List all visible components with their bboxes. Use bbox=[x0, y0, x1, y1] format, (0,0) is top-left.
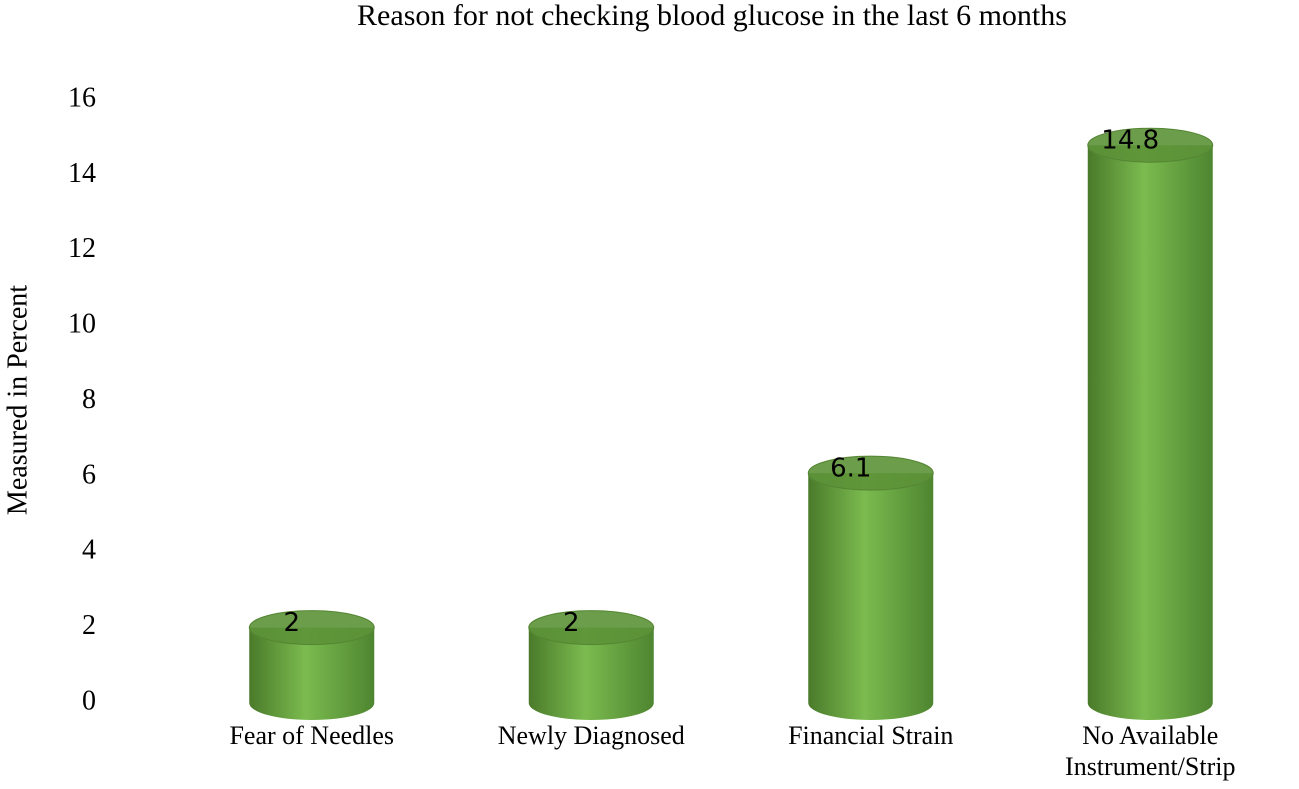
x-tick-label: Newly Diagnosed bbox=[497, 721, 685, 750]
bar-top-shade bbox=[528, 610, 654, 645]
y-tick-label: 10 bbox=[68, 309, 96, 340]
bar-top-shade bbox=[249, 610, 375, 645]
bar bbox=[808, 473, 934, 720]
bar-top bbox=[1087, 127, 1214, 163]
y-tick-label: 0 bbox=[82, 685, 96, 716]
cylinder: 6.1 bbox=[807, 454, 934, 720]
cylinder: 2 bbox=[528, 608, 655, 720]
bar-top-shade bbox=[808, 456, 934, 491]
x-tick-label: Fear of Needles bbox=[229, 721, 395, 750]
y-tick-label: 6 bbox=[82, 459, 96, 490]
data-label: 6.1 bbox=[830, 454, 871, 484]
bar-top-shade bbox=[1087, 128, 1213, 163]
y-tick-label: 14 bbox=[68, 158, 96, 189]
y-tick-label: 12 bbox=[68, 233, 96, 264]
data-label: 2 bbox=[283, 608, 300, 638]
bar-top bbox=[807, 455, 934, 491]
cylinder: 14.8 bbox=[1087, 126, 1214, 721]
bar bbox=[1087, 145, 1213, 721]
data-label: 2 bbox=[563, 608, 580, 638]
y-axis-label: Measured in Percent bbox=[2, 285, 33, 515]
y-tick-label: 8 bbox=[82, 384, 96, 415]
bar bbox=[528, 627, 654, 720]
bar bbox=[249, 627, 375, 720]
bar-top bbox=[248, 610, 375, 646]
bar-top bbox=[528, 610, 655, 646]
data-label: 14.8 bbox=[1101, 126, 1159, 156]
x-tick-label: Financial Strain bbox=[788, 721, 954, 750]
x-tick-label: No Available Instrument/Strip bbox=[1065, 721, 1236, 781]
chart-title: Reason for not checking blood glucose in… bbox=[357, 0, 1067, 32]
cylinder: 2 bbox=[248, 608, 375, 720]
y-tick-label: 16 bbox=[68, 82, 96, 113]
y-tick-label: 2 bbox=[82, 610, 96, 641]
y-tick-label: 4 bbox=[82, 535, 96, 566]
